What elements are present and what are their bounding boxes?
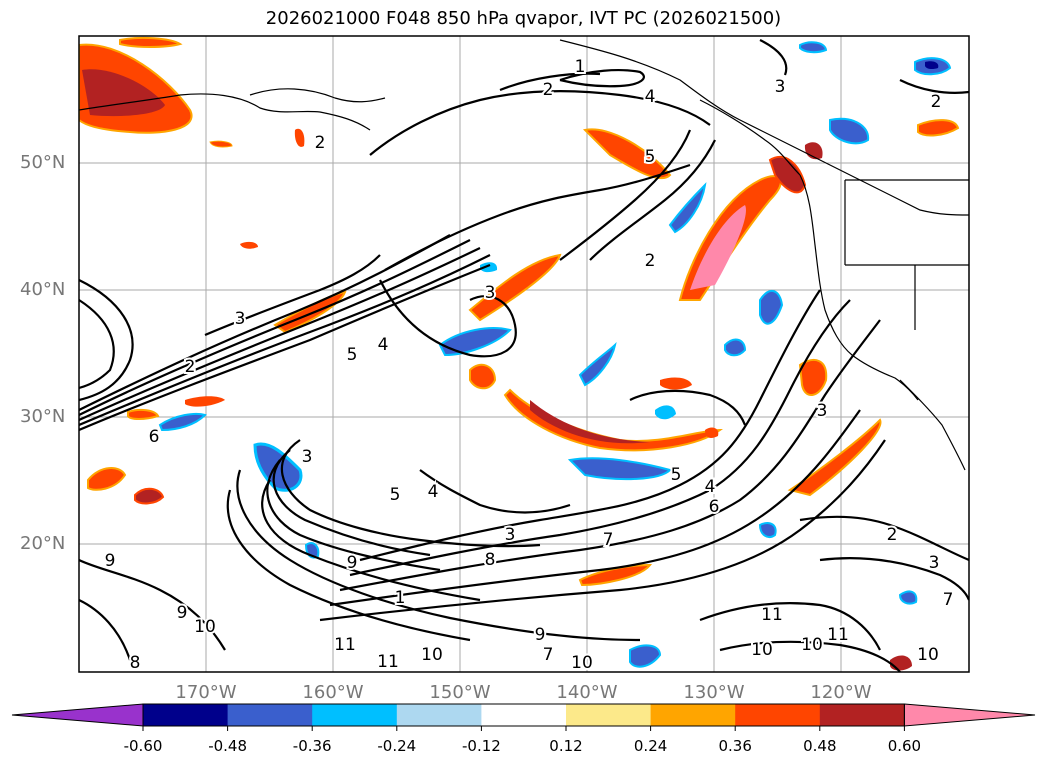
contour-label: 3 — [775, 77, 786, 97]
contour-label: 3 — [302, 447, 313, 467]
contour-label: 2 — [543, 80, 554, 100]
colorbar-segment — [735, 704, 821, 726]
contour-label: 2 — [315, 133, 326, 153]
colorbar-segment — [143, 704, 229, 726]
contour-label: 11 — [334, 635, 356, 655]
ivt-contours — [79, 39, 969, 672]
colorbar-segment — [312, 704, 398, 726]
colorbar-extend-low — [11, 703, 144, 727]
contour-label: 3 — [485, 283, 496, 303]
colorbar-tick-label: 0.24 — [633, 737, 668, 755]
lat-label-20n: 20°N — [20, 533, 66, 554]
contour-label: 6 — [709, 497, 720, 517]
contour-label: 6 — [149, 427, 160, 447]
colorbar-tick-label: -0.24 — [377, 737, 417, 755]
contour-label: 4 — [378, 335, 389, 355]
contour-label: 10 — [801, 635, 823, 655]
lon-label-170w: 170°W — [175, 682, 237, 703]
contour-label: 2 — [931, 92, 942, 112]
colorbar — [11, 703, 1036, 731]
contour-label: 10 — [917, 645, 939, 665]
lon-label-130w: 130°W — [683, 682, 745, 703]
colorbar-tick-label: -0.60 — [123, 737, 163, 755]
colorbar-extend-high — [903, 703, 1036, 727]
contour-label: 9 — [177, 603, 188, 623]
contour-label: 5 — [671, 465, 682, 485]
figure-title: 2026021000 F048 850 hPa qvapor, IVT PC (… — [265, 8, 782, 29]
qvapor-positive-fill — [79, 36, 960, 671]
contour-label: 7 — [603, 530, 614, 550]
contour-label: 5 — [390, 485, 401, 505]
contour-label: 11 — [761, 605, 783, 625]
contour-label: 2 — [645, 251, 656, 271]
lon-label-120w: 120°W — [810, 682, 872, 703]
contour-label: 3 — [817, 401, 828, 421]
contour-label: 8 — [130, 653, 141, 673]
contour-label: 4 — [645, 87, 656, 107]
contour-label: 10 — [194, 617, 216, 637]
contour-label: 7 — [943, 590, 954, 610]
lon-label-140w: 140°W — [556, 682, 618, 703]
lat-label-40n: 40°N — [20, 279, 66, 300]
contour-label: 10 — [571, 653, 593, 673]
colorbar-outline — [142, 703, 905, 727]
lon-label-150w: 150°W — [429, 682, 491, 703]
contour-label: 2 — [185, 357, 196, 377]
colorbar-segment — [566, 704, 652, 726]
colorbar-tick-label: 0.12 — [549, 737, 583, 755]
colorbar-segment — [819, 704, 905, 726]
contour-label: 1 — [575, 57, 586, 77]
contour-label: 4 — [428, 482, 439, 502]
lat-label-30n: 30°N — [20, 406, 66, 427]
colorbar-tick-label: 0.48 — [803, 737, 837, 755]
colorbar-tick-label: -0.12 — [461, 737, 501, 755]
contour-label: 10 — [421, 645, 443, 665]
colorbar-segment — [227, 704, 313, 726]
colorbar-tick-label: -0.36 — [292, 737, 332, 755]
contour-label: 8 — [485, 550, 496, 570]
contour-label: 9 — [535, 625, 546, 645]
contour-label: 1 — [395, 588, 406, 608]
map-panel — [78, 35, 970, 673]
contour-label: 9 — [105, 551, 116, 571]
map-frame — [78, 35, 970, 673]
contour-label: 11 — [377, 652, 399, 672]
colorbar-tick-label: -0.48 — [208, 737, 247, 755]
contour-label: 3 — [929, 553, 940, 573]
colorbar-segment — [481, 704, 567, 726]
contour-label: 11 — [827, 625, 849, 645]
colorbar-tick-label: 0.36 — [718, 737, 752, 755]
contour-label: 4 — [705, 477, 716, 497]
contour-label: 10 — [751, 640, 773, 660]
contour-label: 5 — [347, 345, 358, 365]
contour-label: 3 — [505, 525, 516, 545]
lat-label-50n: 50°N — [20, 152, 66, 173]
contour-label: 7 — [543, 645, 554, 665]
contour-label: 9 — [347, 553, 358, 573]
lon-label-160w: 160°W — [302, 682, 364, 703]
contour-label: 5 — [645, 147, 656, 167]
coastlines — [79, 39, 969, 471]
contour-label: 3 — [235, 309, 246, 329]
colorbar-segment — [650, 704, 736, 726]
contour-label-layer: 1 2 2 4 5 2 3 4 5 3 2 6 3 5 4 3 5 6 4 3 … — [103, 55, 956, 675]
colorbar-segment — [396, 704, 482, 726]
colorbar-tick-label: 0.60 — [887, 737, 922, 755]
contour-label: 2 — [887, 525, 898, 545]
